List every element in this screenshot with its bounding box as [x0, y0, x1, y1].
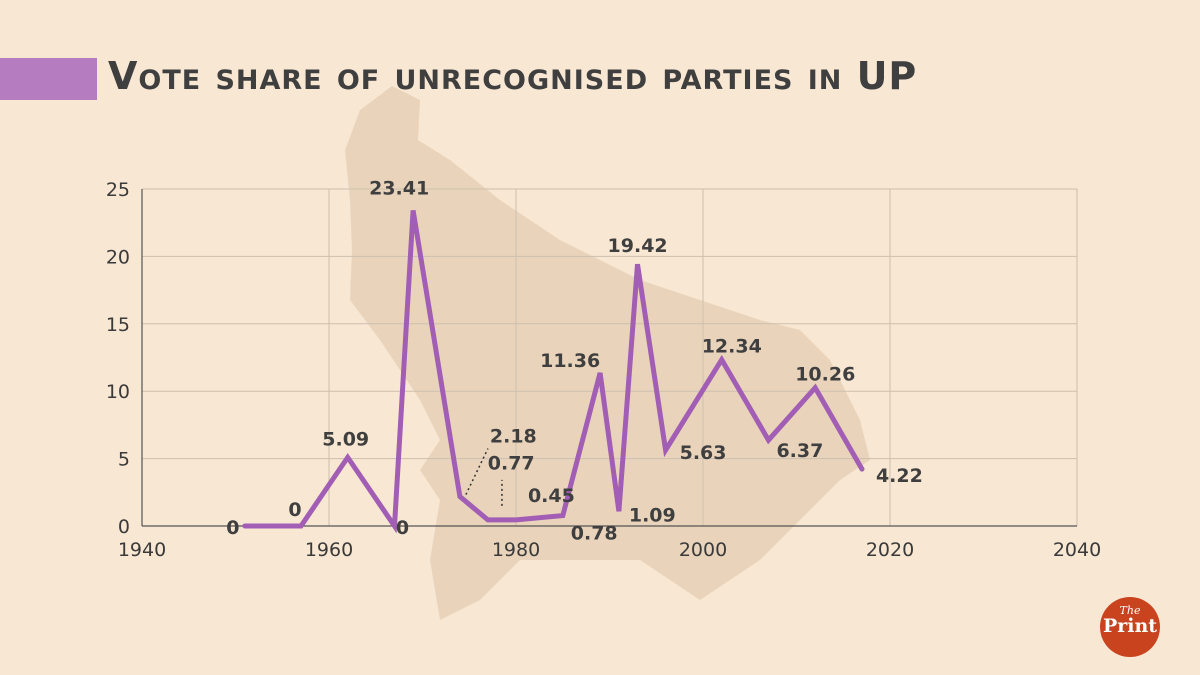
- y-tick-label: 5: [118, 449, 130, 471]
- data-label: 5.09: [322, 428, 369, 450]
- x-tick-label: 1980: [492, 539, 540, 561]
- data-label: 2.18: [490, 426, 537, 448]
- data-label: 10.26: [795, 364, 855, 386]
- y-tick-label: 20: [106, 246, 130, 268]
- title-accent-bar: [0, 58, 97, 100]
- data-label: 19.42: [608, 235, 668, 257]
- theprint-logo: The Print: [1100, 597, 1160, 657]
- logo-print-text: Print: [1102, 615, 1158, 637]
- data-label: 0.78: [571, 523, 618, 545]
- y-tick-label: 15: [106, 314, 130, 336]
- up-map-background: [345, 86, 870, 620]
- data-label: 0: [396, 517, 409, 539]
- chart-title: Vote share of unrecognised parties in UP: [108, 54, 918, 98]
- x-tick-label: 1940: [118, 539, 166, 561]
- data-label: 23.41: [369, 177, 429, 199]
- y-tick-label: 10: [106, 381, 130, 403]
- data-label: 1.09: [629, 504, 676, 526]
- data-label: 12.34: [702, 336, 762, 358]
- data-label: 0.77: [488, 453, 535, 475]
- x-tick-label: 1960: [305, 539, 353, 561]
- data-label: 11.36: [540, 350, 600, 372]
- data-label: 0: [288, 499, 301, 521]
- x-tick-label: 2000: [679, 539, 727, 561]
- x-tick-label: 2020: [866, 539, 914, 561]
- leader-line: [465, 448, 489, 495]
- logo-the-text: The: [1119, 604, 1141, 617]
- x-tick-label: 2040: [1053, 539, 1101, 561]
- y-tick-label: 25: [106, 179, 130, 201]
- data-label: 4.22: [876, 465, 923, 487]
- series-line: [242, 209, 865, 534]
- data-label: 0: [226, 517, 239, 539]
- y-tick-label: 0: [118, 516, 130, 538]
- data-label: 6.37: [776, 440, 823, 462]
- data-label: 0.45: [528, 485, 575, 507]
- data-label: 5.63: [680, 442, 727, 464]
